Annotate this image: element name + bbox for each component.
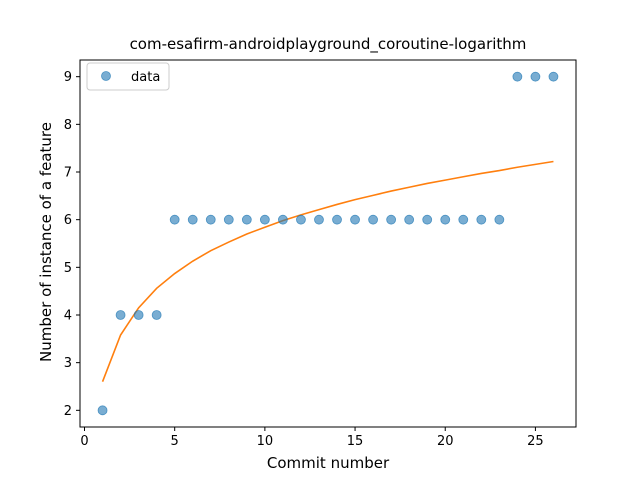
x-tick-label: 15 [347, 434, 364, 449]
data-point [350, 214, 360, 225]
x-axis-label: Commit number [267, 454, 390, 472]
x-tick-label: 5 [171, 434, 179, 449]
data-point [115, 310, 126, 320]
data-point [476, 214, 487, 225]
data-point [169, 214, 180, 225]
y-tick-label: 4 [64, 308, 72, 323]
axes: 0 5 10 15 20 25 2 3 4 5 6 7 8 9 [64, 59, 577, 449]
data-point [530, 71, 541, 82]
y-tick-label: 9 [64, 70, 72, 85]
y-tick-label: 6 [64, 213, 72, 228]
data-point [223, 214, 234, 225]
plot-area [97, 71, 559, 416]
y-axis-label: Number of instance of a feature [37, 122, 55, 362]
data-point [151, 310, 162, 320]
y-tick-label: 3 [64, 356, 72, 371]
legend: data [86, 62, 170, 91]
data-point [241, 214, 252, 225]
x-tick-label: 20 [437, 434, 454, 449]
legend-label: data [131, 70, 160, 85]
data-point [332, 214, 342, 225]
y-tick-label: 7 [64, 166, 72, 181]
data-point [205, 214, 216, 225]
data-point [422, 214, 433, 225]
x-tick-label: 10 [257, 434, 274, 449]
axes-frame [79, 59, 577, 428]
legend-box [86, 62, 170, 91]
legend-marker [101, 71, 111, 81]
chart-title: com-esafirm-androidplayground_coroutine-… [130, 35, 527, 54]
y-tick-label: 5 [64, 261, 72, 276]
data-point [548, 71, 559, 82]
data-point [494, 214, 505, 225]
data-point [259, 214, 270, 225]
x-tick-label: 0 [80, 434, 88, 449]
data-point [278, 214, 288, 225]
x-tick-label: 25 [527, 434, 544, 449]
data-point [512, 71, 523, 82]
data-point [314, 214, 324, 225]
data-point [386, 214, 397, 225]
y-tick-label: 2 [64, 404, 72, 419]
data-point [97, 405, 108, 416]
data-point [187, 214, 198, 225]
y-tick-label: 8 [64, 118, 72, 133]
data-point [440, 214, 451, 225]
data-point [368, 214, 378, 225]
data-point [404, 214, 415, 225]
data-point [458, 214, 469, 225]
data-point [133, 310, 144, 320]
data-point [296, 214, 306, 225]
fit-line [101, 160, 554, 383]
